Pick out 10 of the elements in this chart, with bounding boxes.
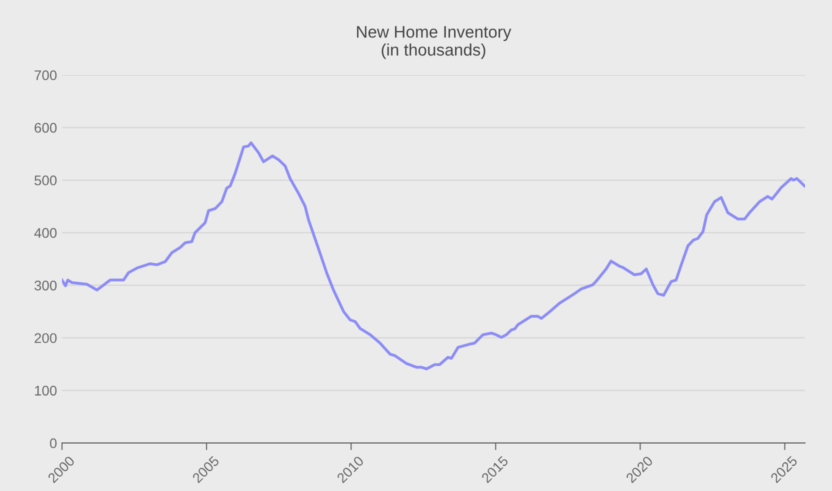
y-tick-label: 100 bbox=[35, 386, 57, 396]
y-tick-label: 500 bbox=[34, 175, 57, 186]
y-tick-label: 600 bbox=[34, 122, 57, 133]
y-tick-label: 700 bbox=[34, 70, 57, 80]
line-series bbox=[62, 141, 805, 370]
y-tick-label: 300 bbox=[34, 280, 57, 290]
chart-title: New Home Inventory (in thousands) bbox=[357, 26, 512, 60]
y-tick-label: 400 bbox=[34, 228, 57, 238]
y-tick-label: 0 bbox=[50, 438, 57, 448]
y-tick-label: 200 bbox=[34, 333, 57, 344]
